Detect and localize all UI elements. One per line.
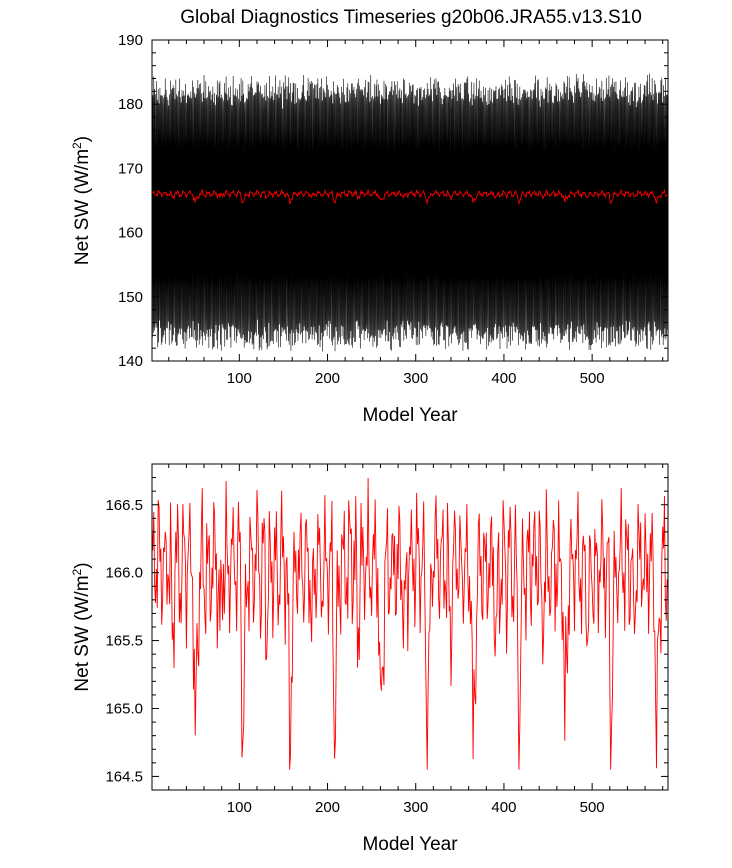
plot-area-1	[152, 477, 668, 770]
x-tick-label: 100	[227, 799, 252, 816]
y-tick-label: 166.5	[105, 497, 143, 514]
x-tick-label: 100	[227, 370, 252, 387]
y-tick-label: 165.5	[105, 633, 143, 650]
y-tick-label: 164.5	[105, 768, 143, 785]
x-tick-label: 300	[403, 370, 428, 387]
bottom-panel: 100 200 300 400 500 164.5 165.0 165.5 166.0 166.5…	[70, 463, 669, 855]
x-tick-label: 500	[580, 370, 605, 387]
plot-frame	[151, 39, 669, 362]
y-tick-label: 166.0	[105, 565, 143, 582]
y-tick-label: 150	[118, 289, 143, 306]
x-tick-label: 300	[403, 799, 428, 816]
x-tick-label: 200	[315, 799, 340, 816]
top-panel: 100 200 300 400 500 140 150 160 170 180 190 Model Y…	[70, 32, 669, 426]
figure-title: Global Diagnostics Timeseries g20b06.JRA…	[180, 7, 642, 28]
x-tick-label: 400	[491, 799, 516, 816]
y-tick-label: 165.0	[105, 701, 143, 718]
x-tick-label: 400	[491, 370, 516, 387]
x-tick-label: 200	[315, 370, 340, 387]
y-tick-label: 160	[118, 225, 143, 242]
annual-series-line	[152, 477, 668, 770]
y-tick-label: 170	[118, 160, 143, 177]
y-axis-label: Net SW (W/m2)	[70, 136, 93, 265]
y-tick-label: 140	[118, 353, 143, 370]
y-tick-label: 190	[118, 32, 143, 49]
annual-series-line	[152, 188, 668, 206]
x-tick-label: 500	[580, 799, 605, 816]
x-axis-label: Model Year	[362, 834, 458, 855]
monthly-series-line	[152, 73, 668, 352]
x-axis-label: Model Year	[362, 405, 458, 426]
y-axis-label: Net SW (W/m2)	[70, 562, 93, 691]
plot-area-0	[152, 73, 668, 352]
y-tick-label: 180	[118, 96, 143, 113]
